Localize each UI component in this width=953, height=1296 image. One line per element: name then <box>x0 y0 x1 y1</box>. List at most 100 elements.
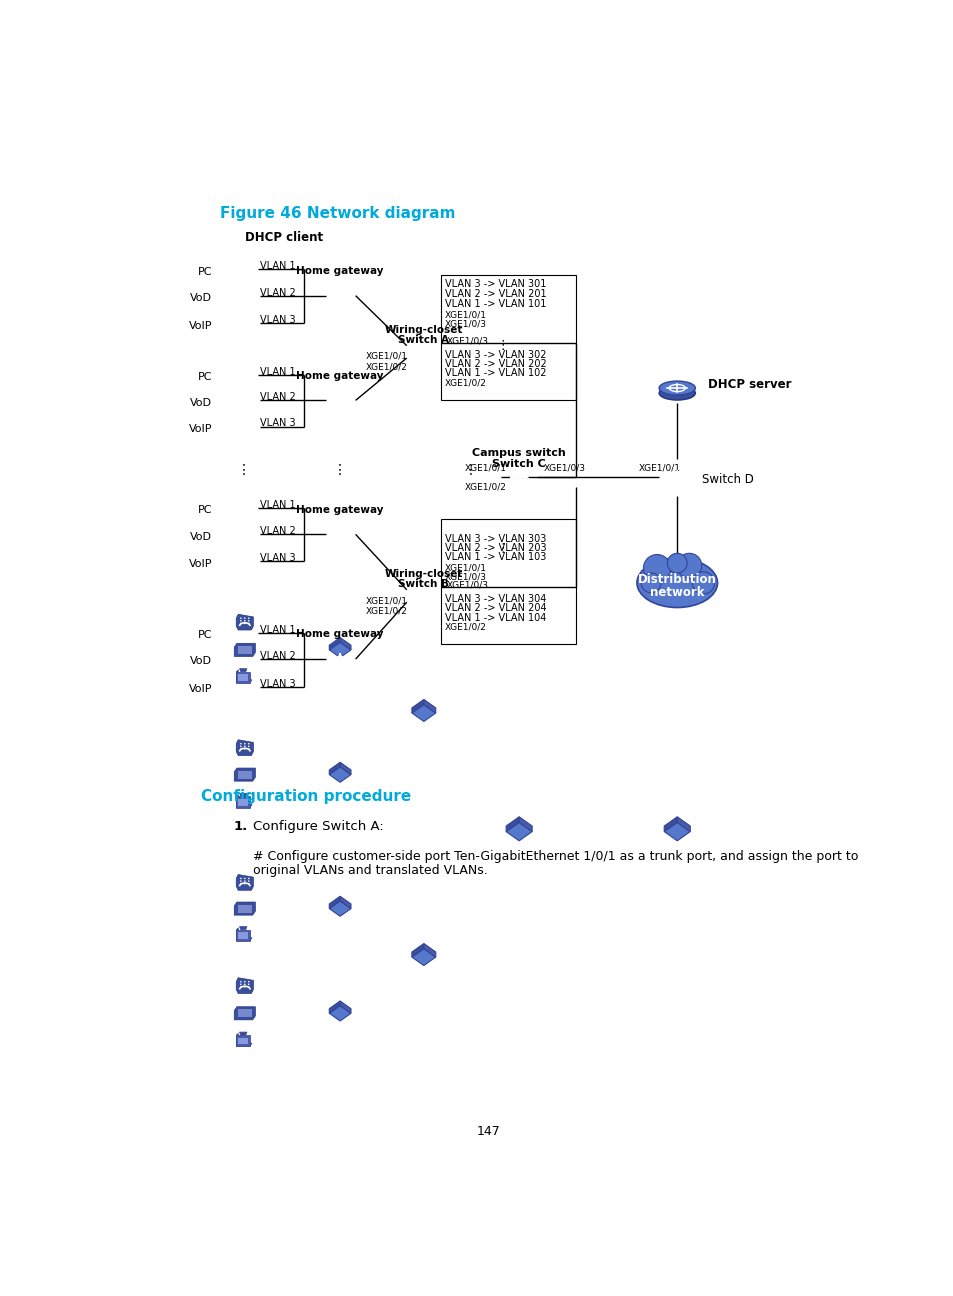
Text: VoIP: VoIP <box>189 559 212 569</box>
Text: Configuration procedure: Configuration procedure <box>201 789 411 804</box>
Polygon shape <box>506 823 532 841</box>
Text: Switch A: Switch A <box>398 336 449 345</box>
Text: XGE1/0/2: XGE1/0/2 <box>444 378 486 388</box>
Text: XGE1/0/3: XGE1/0/3 <box>447 337 489 346</box>
Text: SWITCH: SWITCH <box>329 534 351 539</box>
Text: VLAN 1: VLAN 1 <box>260 625 295 635</box>
Polygon shape <box>340 897 351 908</box>
Circle shape <box>640 573 660 592</box>
Circle shape <box>240 880 241 881</box>
Text: VLAN 3 -> VLAN 303: VLAN 3 -> VLAN 303 <box>444 534 545 544</box>
Text: XGE1/0/3: XGE1/0/3 <box>447 581 489 590</box>
Text: XGE1/0/2: XGE1/0/2 <box>365 607 407 616</box>
Circle shape <box>248 745 250 746</box>
Polygon shape <box>238 798 248 806</box>
Polygon shape <box>329 1001 340 1013</box>
Text: XGE1/0/2: XGE1/0/2 <box>464 482 506 491</box>
Text: VLAN 2 -> VLAN 204: VLAN 2 -> VLAN 204 <box>444 603 546 613</box>
Text: Home gateway: Home gateway <box>296 371 383 381</box>
Text: XGE1/0/1: XGE1/0/1 <box>464 464 506 473</box>
Polygon shape <box>236 977 253 994</box>
Polygon shape <box>340 638 351 649</box>
Circle shape <box>248 981 250 982</box>
Text: VLAN 3: VLAN 3 <box>260 419 295 429</box>
Circle shape <box>692 572 714 594</box>
Text: Distribution: Distribution <box>638 573 716 586</box>
Text: VLAN 2: VLAN 2 <box>260 393 295 402</box>
Polygon shape <box>237 771 252 779</box>
Polygon shape <box>234 643 255 656</box>
Text: Switch D: Switch D <box>701 473 753 486</box>
Text: VoD: VoD <box>190 293 212 303</box>
Circle shape <box>248 877 250 879</box>
Text: PC: PC <box>197 505 212 516</box>
Polygon shape <box>423 700 436 713</box>
Circle shape <box>244 883 245 884</box>
Text: VLAN 2 -> VLAN 202: VLAN 2 -> VLAN 202 <box>444 359 546 369</box>
Circle shape <box>244 619 245 622</box>
Text: VLAN 2: VLAN 2 <box>260 288 295 298</box>
Circle shape <box>248 883 250 884</box>
Circle shape <box>248 617 250 619</box>
Circle shape <box>244 745 245 746</box>
Polygon shape <box>663 816 677 832</box>
Polygon shape <box>238 932 248 938</box>
Circle shape <box>240 743 241 744</box>
Polygon shape <box>412 700 423 713</box>
Circle shape <box>240 883 241 884</box>
Text: Switch B: Switch B <box>398 579 449 590</box>
Text: VLAN 2: VLAN 2 <box>260 651 295 661</box>
Ellipse shape <box>637 559 717 608</box>
Polygon shape <box>236 670 238 683</box>
Text: PC: PC <box>197 630 212 640</box>
Text: Wiring-closet: Wiring-closet <box>384 325 462 336</box>
Circle shape <box>667 553 686 573</box>
Polygon shape <box>329 897 340 908</box>
Text: XGE1/0/3: XGE1/0/3 <box>543 464 585 473</box>
Circle shape <box>240 745 241 746</box>
Circle shape <box>248 619 250 622</box>
Circle shape <box>240 984 241 985</box>
Circle shape <box>248 748 250 750</box>
Polygon shape <box>677 816 690 832</box>
Polygon shape <box>238 1038 248 1045</box>
Circle shape <box>248 986 250 988</box>
Text: VoD: VoD <box>190 398 212 408</box>
Text: VLAN 2 -> VLAN 203: VLAN 2 -> VLAN 203 <box>444 543 546 553</box>
Text: VoIP: VoIP <box>189 424 212 434</box>
Polygon shape <box>237 905 252 912</box>
Circle shape <box>248 880 250 881</box>
Text: VLAN 3: VLAN 3 <box>260 315 295 325</box>
Circle shape <box>244 617 245 619</box>
Polygon shape <box>329 767 351 783</box>
Text: XGE1/0/3: XGE1/0/3 <box>444 320 486 329</box>
Text: SWITCH: SWITCH <box>413 596 435 601</box>
Text: 1.: 1. <box>233 820 248 833</box>
Polygon shape <box>236 740 253 756</box>
Text: VLAN 1 -> VLAN 104: VLAN 1 -> VLAN 104 <box>444 613 545 622</box>
Circle shape <box>240 622 241 625</box>
Text: Home gateway: Home gateway <box>296 630 383 639</box>
Polygon shape <box>329 762 340 775</box>
Polygon shape <box>234 1007 255 1020</box>
Text: Switch C: Switch C <box>492 459 545 469</box>
Text: DHCP client: DHCP client <box>245 232 322 245</box>
Polygon shape <box>239 1032 247 1036</box>
Text: VoIP: VoIP <box>189 320 212 330</box>
Polygon shape <box>237 645 252 653</box>
Text: SWITCH: SWITCH <box>329 295 351 301</box>
Text: VoD: VoD <box>190 531 212 542</box>
Text: ⋮: ⋮ <box>497 542 509 555</box>
Polygon shape <box>236 1043 252 1046</box>
Polygon shape <box>663 823 690 841</box>
Text: ⋮: ⋮ <box>333 463 347 477</box>
Text: original VLANs and translated VLANs.: original VLANs and translated VLANs. <box>253 863 487 876</box>
Polygon shape <box>329 638 340 649</box>
Circle shape <box>244 984 245 985</box>
Polygon shape <box>236 938 252 941</box>
Polygon shape <box>237 1010 252 1017</box>
Polygon shape <box>236 805 252 807</box>
Text: VoD: VoD <box>190 656 212 666</box>
Text: PC: PC <box>197 372 212 382</box>
Polygon shape <box>340 762 351 775</box>
